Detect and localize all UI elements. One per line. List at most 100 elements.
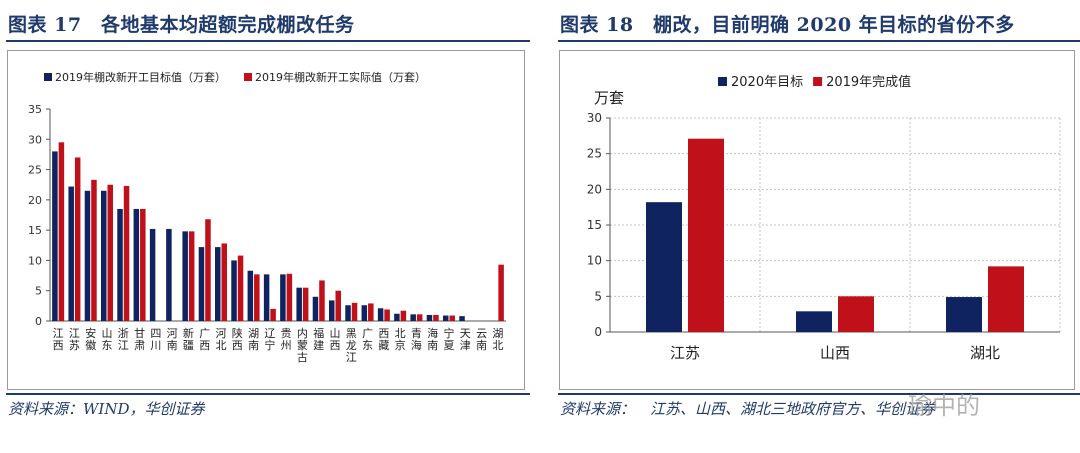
- bar-target-25: [459, 316, 465, 321]
- bar-actual-3: [107, 184, 113, 321]
- x-tick-label-5: 甘肃: [134, 327, 145, 352]
- x-tick-label-17: 山西: [330, 327, 341, 352]
- legend-swatch-1: [244, 73, 252, 81]
- x-tick-label-7: 河南: [167, 327, 178, 352]
- chart-title-1: 图表 17 各地基本均超额完成棚改任务: [8, 14, 355, 36]
- source-rule-2: [558, 393, 1080, 395]
- bar-target-17: [329, 300, 335, 321]
- bar-target-19: [361, 305, 368, 321]
- source-rule-1: [6, 393, 530, 395]
- bar-target-4: [117, 208, 123, 321]
- bar-actual-2: [91, 179, 97, 321]
- bar-target-12: [247, 270, 254, 321]
- bar-actual-16: [319, 280, 325, 321]
- x-tick-label-2: 安徽: [85, 326, 96, 352]
- y-tick-label-0: 0: [594, 325, 602, 339]
- bar-actual-24: [449, 315, 455, 321]
- bar-actual-15: [302, 287, 309, 321]
- source-note-2: 资料来源： 江苏、山西、湖北三地政府官方、华创证券: [560, 400, 936, 418]
- bar-actual-4: [123, 185, 130, 321]
- legend-swatch-1: [813, 77, 823, 86]
- bar-target-2020-1: [796, 311, 832, 332]
- x-tick-label-4: 浙江: [118, 327, 129, 352]
- bar-target-2: [84, 190, 91, 321]
- source-note-1: 资料来源：WIND，华创证券: [8, 400, 205, 418]
- bar-actual-10: [221, 243, 227, 321]
- bar-actual-19: [368, 303, 374, 321]
- bar-actual-20: [384, 309, 390, 321]
- y-tick-label-7: 35: [28, 103, 42, 116]
- x-tick-label-26: 云南: [476, 327, 487, 352]
- chart-panel-2: 图表 18 棚改，目前明确 2020 年目标的省份不多 万套 2020年目标 201…: [552, 0, 1080, 453]
- x-tick-label-3: 山东: [102, 327, 113, 352]
- bar-target-15: [296, 287, 302, 321]
- legend-label-1: 2019年完成值: [826, 74, 911, 90]
- bar-actual-21: [400, 310, 407, 321]
- x-tick-label-18: 黑龙江: [346, 327, 357, 364]
- bar-target-14: [280, 274, 286, 321]
- x-tick-label-10: 河北: [216, 327, 227, 352]
- title-rule-2: [558, 40, 1080, 42]
- x-tick-label-2: 湖北: [970, 344, 1000, 362]
- bar-actual-14: [286, 273, 293, 321]
- bar-target-7: [166, 228, 172, 321]
- bar-actual-8: [188, 231, 195, 321]
- bar-target-18: [345, 305, 351, 321]
- bar-target-0: [52, 151, 58, 321]
- y-tick-label-3: 15: [28, 224, 42, 237]
- bar-target-20: [377, 308, 384, 321]
- bar-actual-22: [416, 314, 423, 321]
- y-tick-label-2: 10: [587, 254, 602, 268]
- watermark-text: 瑜中的: [908, 392, 980, 420]
- bar-actual-9: [205, 219, 211, 321]
- x-tick-label-1: 江苏: [69, 327, 80, 352]
- bar-done-2019-0: [688, 138, 724, 332]
- x-tick-label-11: 陕西: [232, 326, 243, 352]
- bar-target-11: [231, 260, 237, 321]
- bar-actual-0: [58, 142, 65, 321]
- legend-label-0: 2020年目标: [731, 75, 803, 90]
- bar-target-9: [198, 247, 205, 321]
- x-tick-label-24: 宁夏: [444, 326, 455, 352]
- bar-target-2020-0: [646, 202, 682, 332]
- chart-frame-2: 万套 2020年目标 2019年完成值 0 5 10 15 20 25 30 江苏 山西 湖北: [559, 50, 1075, 390]
- y-unit-label: 万套: [594, 89, 624, 107]
- y-tick-label-6: 30: [28, 133, 42, 146]
- bar-done-2019-2: [988, 266, 1024, 332]
- legend-label-1: 2019年棚改新开工实际值（万套）: [255, 70, 426, 84]
- y-tick-label-1: 5: [35, 285, 42, 298]
- x-tick-label-6: 四川: [150, 327, 161, 352]
- x-tick-label-21: 北京: [395, 327, 406, 352]
- x-tick-label-25: 天津: [460, 327, 471, 352]
- bar-actual-5: [140, 208, 146, 321]
- chart-panel-1: 图表 17 各地基本均超额完成棚改任务 2019年棚改新开工目标值（万套） 201…: [0, 0, 530, 453]
- bar-target-23: [426, 314, 433, 321]
- bar-target-6: [149, 228, 156, 321]
- bar-chart-2: 万套 2020年目标 2019年完成值 0 5 10 15 20 25 30 江苏 山西 湖北: [587, 74, 1061, 362]
- legend-swatch-0: [44, 73, 52, 81]
- bar-target-1: [68, 186, 74, 321]
- bar-target-8: [182, 231, 188, 321]
- y-tick-label-2: 10: [28, 254, 42, 267]
- bar-actual-27: [498, 264, 504, 321]
- bar-actual-18: [351, 302, 358, 321]
- x-tick-label-12: 湖南: [248, 327, 259, 352]
- x-tick-label-15: 内蒙古: [297, 326, 308, 364]
- bar-target-10: [215, 247, 221, 321]
- chart-title-2: 图表 18 棚改，目前明确 2020 年目标的省份不多: [560, 14, 1015, 36]
- x-tick-label-8: 新疆: [183, 326, 194, 352]
- chart-frame-1: 2019年棚改新开工目标值（万套） 2019年棚改新开工实际值（万套） 0 5 10 15…: [7, 50, 525, 390]
- y-tick-label-3: 15: [587, 218, 602, 232]
- legend-swatch-0: [718, 77, 727, 86]
- y-tick-label-5: 25: [587, 147, 602, 161]
- x-tick-label-1: 山西: [820, 344, 850, 362]
- bar-target-24: [443, 315, 449, 321]
- bar-target-3: [101, 190, 107, 321]
- bar-actual-17: [335, 290, 341, 321]
- y-tick-label-0: 0: [35, 315, 42, 328]
- bar-actual-11: [237, 255, 244, 321]
- legend-label-0: 2019年棚改新开工目标值（万套）: [55, 70, 226, 84]
- x-tick-label-27: 湖北: [492, 327, 503, 352]
- bar-target-21: [394, 313, 400, 321]
- x-tick-label-16: 福建: [313, 326, 324, 352]
